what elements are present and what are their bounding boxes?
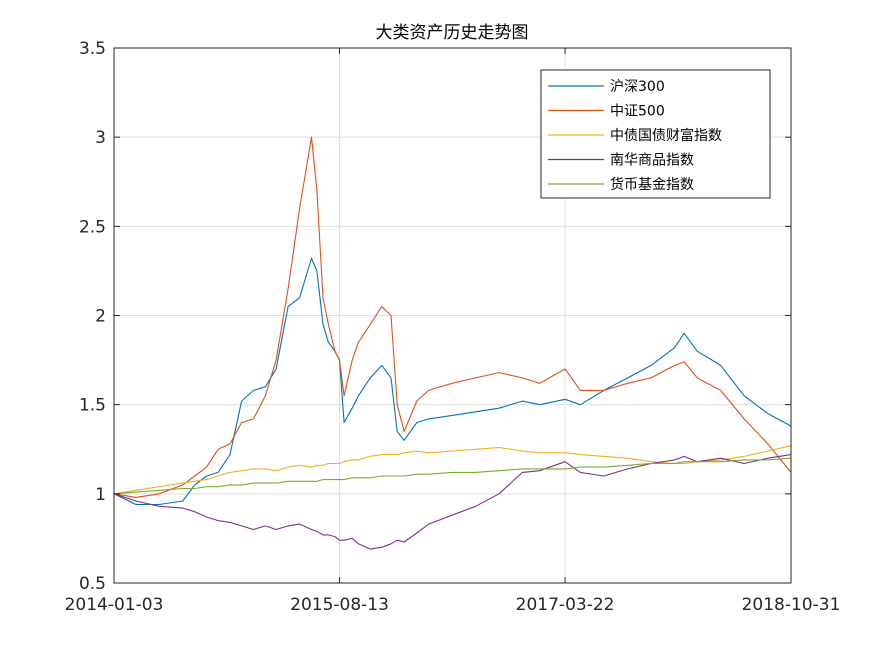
y-tick-label: 3.5: [79, 39, 106, 59]
x-tick-label: 2014-01-03: [65, 595, 164, 615]
series-line-2: [113, 445, 792, 495]
chart-title: 大类资产历史走势图: [376, 23, 529, 43]
axis-ticks: 0.5 1 1.5 2 2.5 3 3.5 2014-01-03 2015-08-13 2017-…: [65, 39, 841, 615]
x-tick-label: 2015-08-13: [290, 595, 389, 615]
x-tick-label: 2017-03-22: [516, 595, 615, 615]
y-tick-label: 1: [95, 485, 106, 505]
y-tick-label: 1.5: [79, 396, 106, 416]
y-tick-label: 0.5: [79, 574, 106, 594]
series-lines: [113, 136, 792, 550]
y-tick-label: 3: [95, 128, 106, 148]
series-line-1: [113, 136, 792, 498]
legend-label: 南华商品指数: [610, 153, 694, 169]
legend-box: [540, 69, 771, 199]
series-line-4: [113, 457, 792, 495]
legend-label: 沪深300: [610, 79, 665, 95]
series-line-0: [113, 257, 792, 506]
series-line-3: [113, 454, 792, 550]
legend-label: 中债国债财富指数: [610, 127, 722, 144]
y-tick-label: 2: [95, 307, 106, 327]
x-tick-label: 2018-10-31: [742, 595, 841, 615]
legend-label: 货币基金指数: [610, 176, 694, 193]
legend-label: 中证500: [610, 104, 665, 120]
y-tick-label: 2.5: [79, 217, 106, 237]
